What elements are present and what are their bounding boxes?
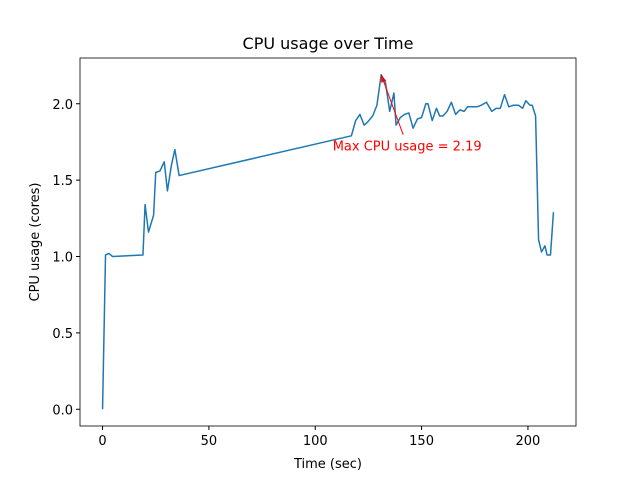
y-tick-label: 0.0	[52, 403, 73, 418]
x-tick-label: 200	[516, 434, 541, 449]
y-tick-label: 1.5	[52, 174, 73, 189]
data-line	[101, 73, 555, 410]
y-tick-label: 0.5	[52, 327, 73, 342]
y-tick-label: 1.0	[52, 251, 73, 266]
y-axis-label: CPU usage (cores)	[28, 183, 43, 302]
chart-title: CPU usage over Time	[243, 34, 414, 53]
x-tick-label: 100	[303, 434, 328, 449]
x-tick-label: 0	[98, 434, 106, 449]
x-tick-label: 50	[201, 434, 218, 449]
x-axis-label: Time (sec)	[293, 457, 362, 472]
axes-frame	[79, 57, 577, 427]
y-tick-label: 2.0	[52, 98, 73, 113]
annotation-arrowhead	[381, 74, 387, 83]
annotation-text: Max CPU usage = 2.19	[333, 140, 482, 155]
annotation-arrow	[380, 74, 404, 135]
x-tick-label: 150	[409, 434, 434, 449]
